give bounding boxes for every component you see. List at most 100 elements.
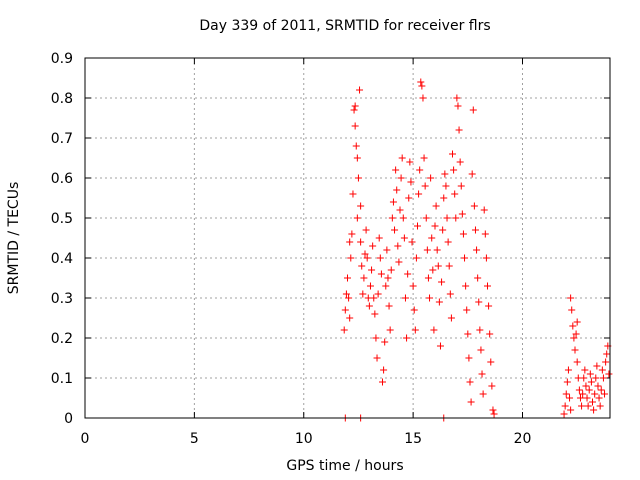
data-point	[405, 194, 413, 202]
data-point	[490, 410, 498, 418]
data-point	[433, 246, 441, 254]
axis-ticks: 0 0.1 0.2 0.3 0.4 0.5 0.6 0.7 0.8 0.9 0 5 10 15 20	[51, 51, 610, 447]
data-point	[400, 234, 408, 242]
data-point	[569, 322, 577, 330]
data-point	[476, 326, 484, 334]
data-point	[459, 230, 467, 238]
data-point	[573, 358, 581, 366]
data-point	[590, 406, 598, 414]
data-point	[376, 254, 384, 262]
data-point	[601, 390, 609, 398]
data-point	[564, 366, 572, 374]
data-point	[428, 234, 436, 242]
data-point	[468, 170, 476, 178]
data-point	[479, 390, 487, 398]
data-point	[456, 158, 464, 166]
data-point	[398, 154, 406, 162]
data-point	[362, 226, 370, 234]
data-point	[380, 366, 388, 374]
data-point	[432, 202, 440, 210]
data-point	[388, 214, 396, 222]
data-point	[340, 326, 348, 334]
data-point	[379, 378, 386, 386]
data-point	[410, 306, 418, 314]
data-point	[368, 266, 376, 274]
data-point	[584, 402, 592, 410]
data-point	[458, 210, 466, 218]
data-point	[580, 374, 588, 382]
data-point	[487, 358, 495, 366]
data-point	[408, 238, 416, 246]
data-point	[391, 226, 399, 234]
data-point	[375, 234, 383, 242]
data-point	[415, 190, 423, 198]
y-tick-label: 0.6	[51, 171, 73, 187]
data-point	[583, 394, 591, 402]
data-point	[411, 326, 419, 334]
data-point	[429, 266, 437, 274]
data-point	[373, 354, 381, 362]
data-point	[593, 362, 601, 370]
data-point	[457, 182, 465, 190]
data-point	[481, 230, 489, 238]
data-point	[435, 298, 443, 306]
y-tick-label: 0.8	[51, 91, 73, 107]
data-point	[461, 254, 469, 262]
data-point	[401, 294, 409, 302]
data-point	[443, 214, 451, 222]
data-point	[434, 262, 442, 270]
y-tick-label: 0.1	[51, 371, 73, 387]
data-point	[357, 238, 365, 246]
data-point	[562, 390, 570, 398]
data-point	[480, 206, 488, 214]
data-point	[370, 294, 378, 302]
data-point	[586, 370, 594, 378]
data-point	[445, 262, 453, 270]
data-points	[340, 78, 613, 422]
data-point	[603, 350, 611, 358]
x-tick-label: 0	[81, 431, 90, 447]
data-point	[424, 274, 432, 282]
data-point	[344, 274, 351, 282]
data-point	[439, 226, 447, 234]
data-point	[387, 266, 395, 274]
data-point	[374, 290, 382, 298]
data-point	[407, 178, 415, 186]
data-point	[342, 290, 350, 298]
data-point	[475, 298, 483, 306]
grid-lines	[85, 58, 610, 418]
y-tick-label: 0.7	[51, 131, 73, 147]
data-point	[572, 330, 580, 338]
x-tick-label: 5	[190, 431, 199, 447]
data-point	[596, 402, 604, 410]
data-point	[597, 386, 605, 394]
data-point	[346, 314, 354, 322]
data-point	[349, 190, 357, 198]
data-point	[341, 306, 349, 314]
data-point	[573, 318, 581, 326]
data-point	[482, 254, 490, 262]
data-point	[478, 370, 486, 378]
y-tick-label: 0	[64, 411, 73, 427]
data-point	[381, 338, 389, 346]
data-point	[576, 394, 584, 402]
data-point	[589, 398, 596, 406]
data-point	[592, 374, 600, 382]
data-point	[423, 246, 431, 254]
data-point	[351, 102, 359, 110]
data-point	[464, 330, 472, 338]
data-point	[454, 102, 462, 110]
data-point	[422, 214, 430, 222]
data-point	[404, 270, 412, 278]
y-axis-title: SRMTID / TECUs	[6, 182, 22, 295]
data-point	[575, 386, 583, 394]
data-point	[466, 378, 474, 386]
data-point	[467, 398, 475, 406]
data-point	[419, 94, 427, 102]
data-point	[594, 382, 602, 390]
data-point	[357, 202, 365, 210]
data-point	[579, 390, 587, 398]
y-tick-label: 0.3	[51, 291, 73, 307]
data-point	[449, 150, 456, 158]
data-point	[452, 214, 460, 222]
